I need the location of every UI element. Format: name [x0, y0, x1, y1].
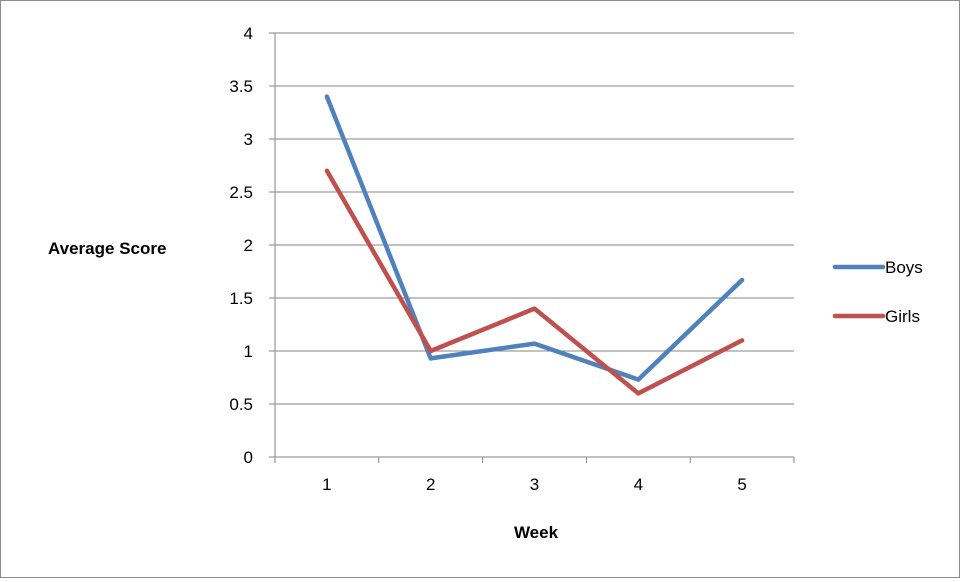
- y-tick-label: 3.5: [229, 77, 253, 96]
- y-tick-label: 2: [244, 236, 253, 255]
- x-tick-label: 5: [737, 475, 746, 494]
- y-tick-label: 0: [244, 448, 253, 467]
- series-line-boys: [324, 94, 745, 382]
- x-axis-title: Week: [514, 523, 559, 542]
- series-line-girls: [324, 168, 745, 396]
- y-tick-label: 1.5: [229, 289, 253, 308]
- y-tick-label: 0.5: [229, 395, 253, 414]
- legend-label-girls: Girls: [885, 307, 920, 326]
- y-tick-label: 3: [244, 130, 253, 149]
- x-tick-label: 4: [634, 475, 643, 494]
- y-tick-label: 1: [244, 342, 253, 361]
- legend: Boys Girls: [832, 258, 923, 326]
- x-tick-label: 3: [530, 475, 539, 494]
- gridlines: [275, 32, 794, 405]
- legend-label-boys: Boys: [885, 258, 923, 277]
- y-tick-label: 2.5: [229, 183, 253, 202]
- y-axis-title: Average Score: [48, 239, 166, 258]
- x-tick-label: 2: [426, 475, 435, 494]
- y-tick-label: 4: [244, 24, 253, 43]
- axes: 0 0.5 1 1.5 2 2.5 3 3.5 4 1 2 3 4 5: [229, 24, 795, 494]
- series-lines: [324, 94, 745, 396]
- x-tick-label: 1: [322, 475, 331, 494]
